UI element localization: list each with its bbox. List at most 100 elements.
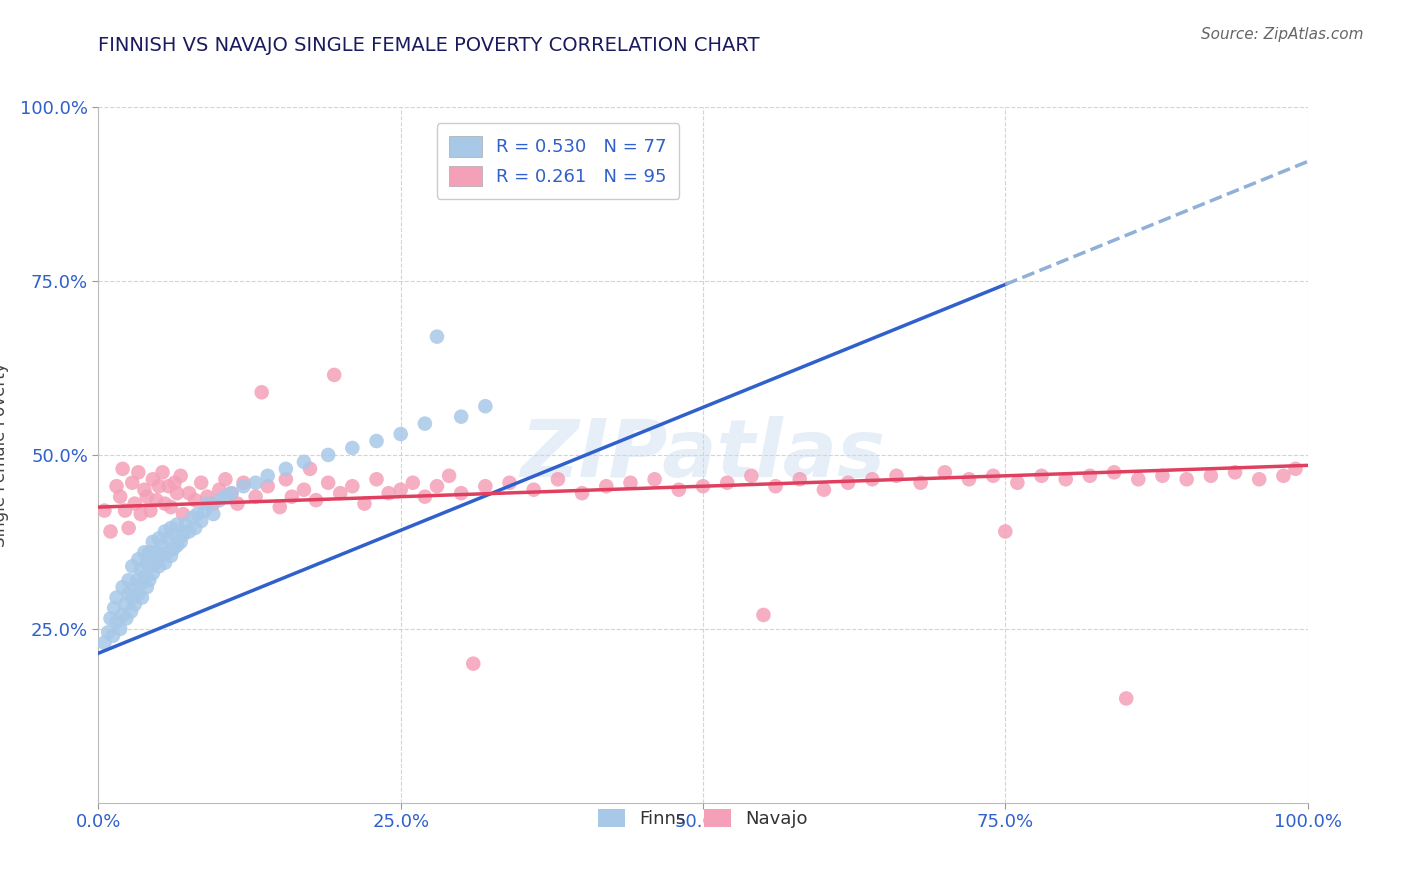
Point <box>184 493 207 508</box>
Point <box>157 532 180 546</box>
Point <box>121 559 143 574</box>
Point <box>256 479 278 493</box>
Point <box>716 475 738 490</box>
Point <box>139 503 162 517</box>
Point <box>118 573 141 587</box>
Point <box>595 479 617 493</box>
Point <box>994 524 1017 539</box>
Point <box>208 493 231 508</box>
Point <box>221 486 243 500</box>
Point <box>1199 468 1222 483</box>
Point <box>353 497 375 511</box>
Point <box>426 479 449 493</box>
Point <box>1031 468 1053 483</box>
Point <box>142 566 165 581</box>
Point <box>190 475 212 490</box>
Point <box>105 615 128 629</box>
Point <box>172 507 194 521</box>
Point <box>103 601 125 615</box>
Point <box>153 524 176 539</box>
Point <box>124 497 146 511</box>
Point <box>93 503 115 517</box>
Point <box>139 559 162 574</box>
Point <box>910 475 932 490</box>
Point <box>124 580 146 594</box>
Point <box>1054 472 1077 486</box>
Point <box>274 472 297 486</box>
Point <box>138 573 160 587</box>
Point <box>166 538 188 552</box>
Point <box>118 587 141 601</box>
Point <box>195 497 218 511</box>
Point <box>157 479 180 493</box>
Point <box>127 552 149 566</box>
Point <box>148 479 170 493</box>
Point <box>813 483 835 497</box>
Point <box>160 521 183 535</box>
Point <box>752 607 775 622</box>
Text: Source: ZipAtlas.com: Source: ZipAtlas.com <box>1201 27 1364 42</box>
Point <box>981 468 1004 483</box>
Point <box>142 534 165 549</box>
Point <box>105 479 128 493</box>
Point <box>1007 475 1029 490</box>
Point <box>644 472 666 486</box>
Point <box>1175 472 1198 486</box>
Point <box>232 479 254 493</box>
Point <box>169 468 191 483</box>
Point <box>152 466 174 480</box>
Point <box>184 521 207 535</box>
Point <box>232 475 254 490</box>
Point <box>135 580 157 594</box>
Point <box>127 466 149 480</box>
Point <box>274 462 297 476</box>
Legend: Finns, Navajo: Finns, Navajo <box>591 802 815 836</box>
Point <box>329 486 352 500</box>
Point <box>523 483 546 497</box>
Point <box>111 462 134 476</box>
Point <box>342 441 364 455</box>
Point <box>195 490 218 504</box>
Point <box>114 598 136 612</box>
Point <box>202 507 225 521</box>
Point <box>129 563 152 577</box>
Point <box>366 434 388 448</box>
Point <box>190 514 212 528</box>
Point <box>1128 472 1150 486</box>
Point <box>115 611 138 625</box>
Point <box>245 490 267 504</box>
Point <box>97 625 120 640</box>
Point <box>426 329 449 343</box>
Point <box>366 472 388 486</box>
Point <box>114 503 136 517</box>
Point <box>163 475 186 490</box>
Point <box>619 475 641 490</box>
Point <box>202 497 225 511</box>
Point <box>668 483 690 497</box>
Point <box>474 479 496 493</box>
Point <box>1223 466 1246 480</box>
Point <box>547 472 569 486</box>
Point <box>342 479 364 493</box>
Text: FINNISH VS NAVAJO SINGLE FEMALE POVERTY CORRELATION CHART: FINNISH VS NAVAJO SINGLE FEMALE POVERTY … <box>98 36 759 54</box>
Point <box>269 500 291 514</box>
Point <box>740 468 762 483</box>
Point <box>250 385 273 400</box>
Point <box>323 368 346 382</box>
Point <box>150 549 173 563</box>
Point <box>305 493 328 508</box>
Point <box>389 483 412 497</box>
Point <box>450 486 472 500</box>
Point <box>121 591 143 605</box>
Point <box>131 591 153 605</box>
Point <box>121 475 143 490</box>
Point <box>134 545 156 559</box>
Point <box>1249 472 1271 486</box>
Point <box>179 524 201 539</box>
Point <box>221 486 243 500</box>
Point <box>214 472 236 486</box>
Point <box>156 545 179 559</box>
Point <box>111 607 134 622</box>
Point <box>498 475 520 490</box>
Point <box>226 497 249 511</box>
